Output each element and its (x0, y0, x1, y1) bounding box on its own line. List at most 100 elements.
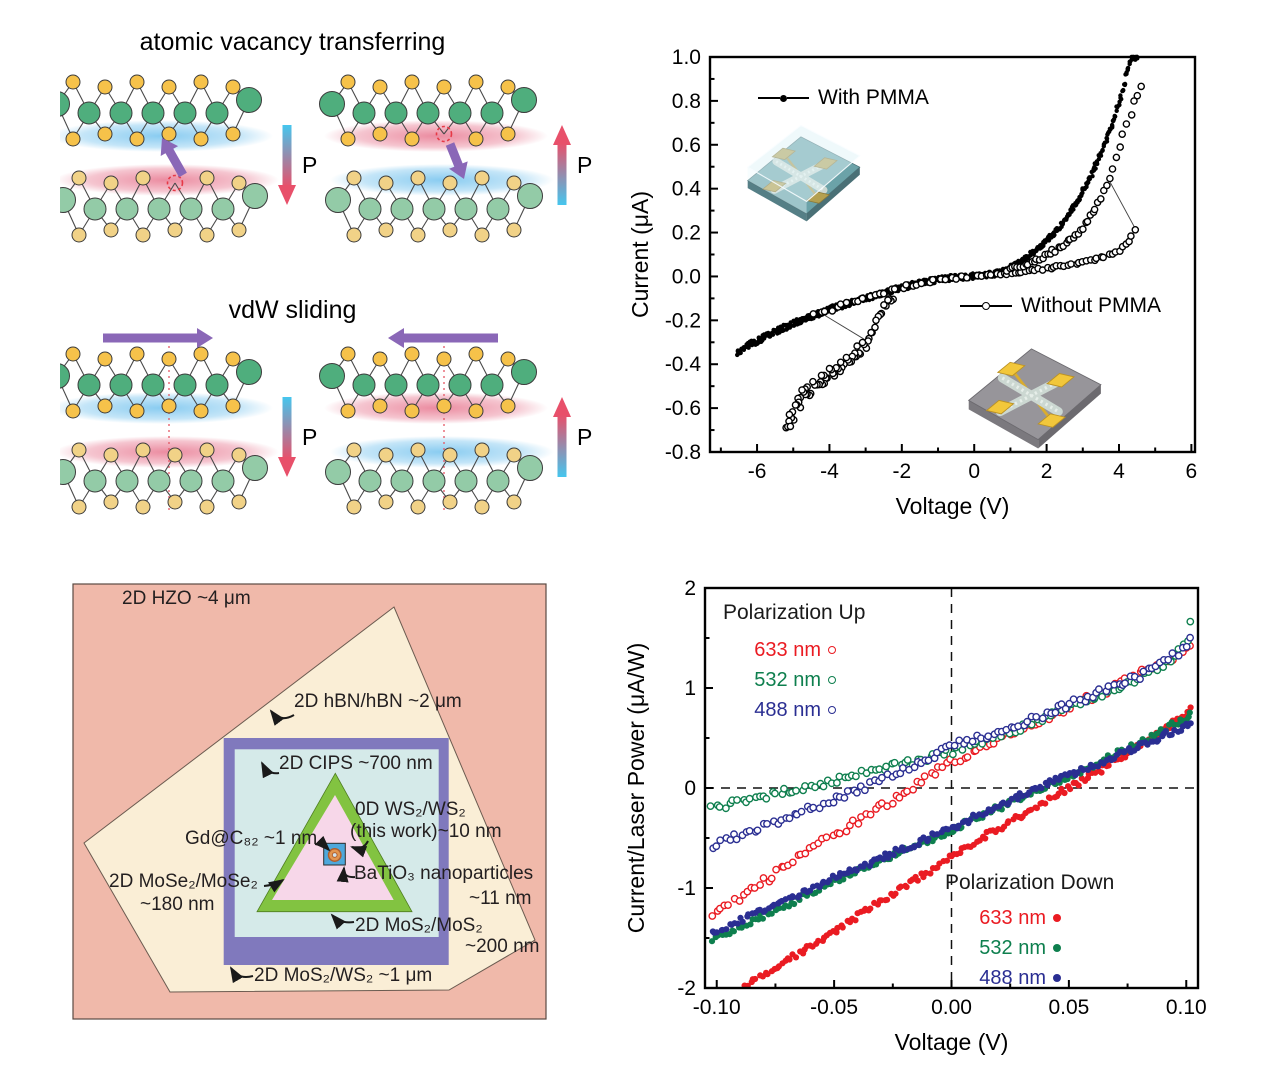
hbn-label: 2D hBN/hBN ~2 μm (294, 691, 462, 712)
x-tick-label: -0.05 (810, 996, 858, 1019)
legend-item-488-up: 488 nm (720, 695, 836, 725)
polarization-down-title: Polarization Down (945, 871, 1115, 894)
metal-atom (319, 91, 345, 117)
chalcogen-atom (474, 227, 490, 243)
gd-c82-core (331, 852, 338, 858)
metal-atom (325, 459, 351, 485)
chalcogen-atom (436, 79, 452, 95)
chalcogen-atom (225, 398, 241, 414)
metal-atom (486, 469, 510, 493)
chalcogen-atom (161, 126, 177, 142)
chalcogen-atom (340, 74, 356, 90)
vacancy-marker (166, 174, 184, 192)
polarization-arrow (282, 397, 292, 459)
cips-arrow (261, 761, 280, 779)
hbn-arrow (269, 709, 295, 726)
y-tick-label: -1 (677, 877, 696, 900)
chalcogen-atom (468, 131, 484, 147)
chalcogen-atom (404, 74, 420, 90)
metal-atom (141, 373, 165, 397)
chalcogen-atom (468, 74, 484, 90)
metal-atom (390, 469, 414, 493)
metal-atom (511, 87, 537, 113)
y-tick-label: -0.8 (665, 441, 701, 464)
chalcogen-atom (129, 131, 145, 147)
metal-atom (173, 373, 197, 397)
metal-atom (422, 197, 446, 221)
chalcogen-atom (378, 447, 394, 463)
chalcogen-atom (97, 398, 113, 414)
chalcogen-atom (506, 447, 522, 463)
chalcogen-atom (506, 222, 522, 238)
chalcogen-atom (442, 175, 458, 191)
polarization-label: P (302, 152, 317, 178)
chalcogen-atom (167, 447, 183, 463)
mos2mos2-label: 2D MoS₂/MoS₂ (355, 915, 483, 936)
chalcogen-atom (500, 79, 516, 95)
chalcogen-atom (135, 170, 151, 186)
legend-item-633-down: 633 nm (945, 903, 1061, 933)
mose2-label-line1: 2D MoSe₂/MoSe₂ (109, 871, 258, 892)
x-tick-label: 4 (1113, 460, 1125, 483)
chalcogen-atom (474, 170, 490, 186)
metal-atom (83, 469, 107, 493)
responsivity-chart: -0.10 -0.05 0.00 0.05 0.10 2 1 0 -1 -2 Voltage (V)… (623, 577, 1207, 1055)
x-tick-label: 0.10 (1166, 996, 1207, 1019)
polarization-down-legend: 633 nm 532 nm 488 nm (945, 903, 1061, 993)
metal-atom (147, 197, 171, 221)
chalcogen-atom (161, 351, 177, 367)
chalcogen-atom (97, 79, 113, 95)
axes-box (708, 55, 1197, 454)
chalcogen-atom (71, 499, 87, 515)
chalcogen-atom (372, 126, 388, 142)
metal-atom (416, 373, 440, 397)
chalcogen-atom (103, 175, 119, 191)
iv-chart: -6 -4 -2 0 2 4 6 1.0 0.8 0.6 0.4 0.2 0.0 -0.2 -0.4 -0.6… (627, 46, 1197, 519)
chalcogen-atom (346, 442, 362, 458)
chalcogen-atom (71, 442, 87, 458)
polarization-up-legend: 633 nm 532 nm 488 nm (720, 635, 836, 725)
y-tick-label: 0.8 (672, 90, 701, 113)
y-tick-label: -0.4 (665, 353, 702, 376)
chalcogen-atom (65, 131, 81, 147)
chalcogen-atom (506, 494, 522, 510)
chalcogen-atom (225, 126, 241, 142)
open-circle-icon (828, 646, 836, 654)
y-tick-label: 0.0 (672, 265, 701, 288)
chalcogen-atom (167, 494, 183, 510)
polarization-label: P (302, 424, 317, 450)
chalcogen-atom (129, 403, 145, 419)
lattice-diagram-vacancy-right: P (319, 74, 592, 243)
ws2-label-line1: 0D WS₂/WS₂ (355, 799, 466, 820)
chalcogen-atom (161, 398, 177, 414)
chalcogen-atom (193, 346, 209, 362)
chalcogen-atom (346, 499, 362, 515)
x-axis-label: Voltage (V) (895, 1029, 1009, 1055)
chalcogen-atom (442, 447, 458, 463)
metal-atom (352, 373, 376, 397)
polarization-up-title: Polarization Up (723, 601, 866, 624)
polarization-arrow (553, 397, 571, 417)
lattice-diagram-sliding-right: P (319, 328, 592, 515)
chalcogen-atom (193, 74, 209, 90)
chalcogen-atom (129, 346, 145, 362)
lattice-schematic-canvas: P P P P (60, 74, 592, 515)
legend-item-532-up: 532 nm (720, 665, 836, 695)
batio3-label-line1: BaTiO₃ nanoparticles (354, 863, 534, 884)
chalcogen-atom (65, 346, 81, 362)
metal-atom (60, 91, 70, 117)
chalcogen-atom (372, 398, 388, 414)
metal-atom (390, 197, 414, 221)
metal-atom (486, 197, 510, 221)
x-tick-label: -0.10 (693, 996, 741, 1019)
y-tick-label: 0 (684, 777, 696, 800)
y-axis-label: Current/Laser Power (μA/W) (623, 643, 649, 934)
chalcogen-atom (506, 175, 522, 191)
x-tick-label: -6 (748, 460, 767, 483)
chalcogen-atom (378, 494, 394, 510)
chalcogen-atom (410, 499, 426, 515)
chalcogen-atom (167, 222, 183, 238)
metal-atom (115, 197, 139, 221)
chalcogen-atom (135, 442, 151, 458)
metal-atom (480, 101, 504, 125)
